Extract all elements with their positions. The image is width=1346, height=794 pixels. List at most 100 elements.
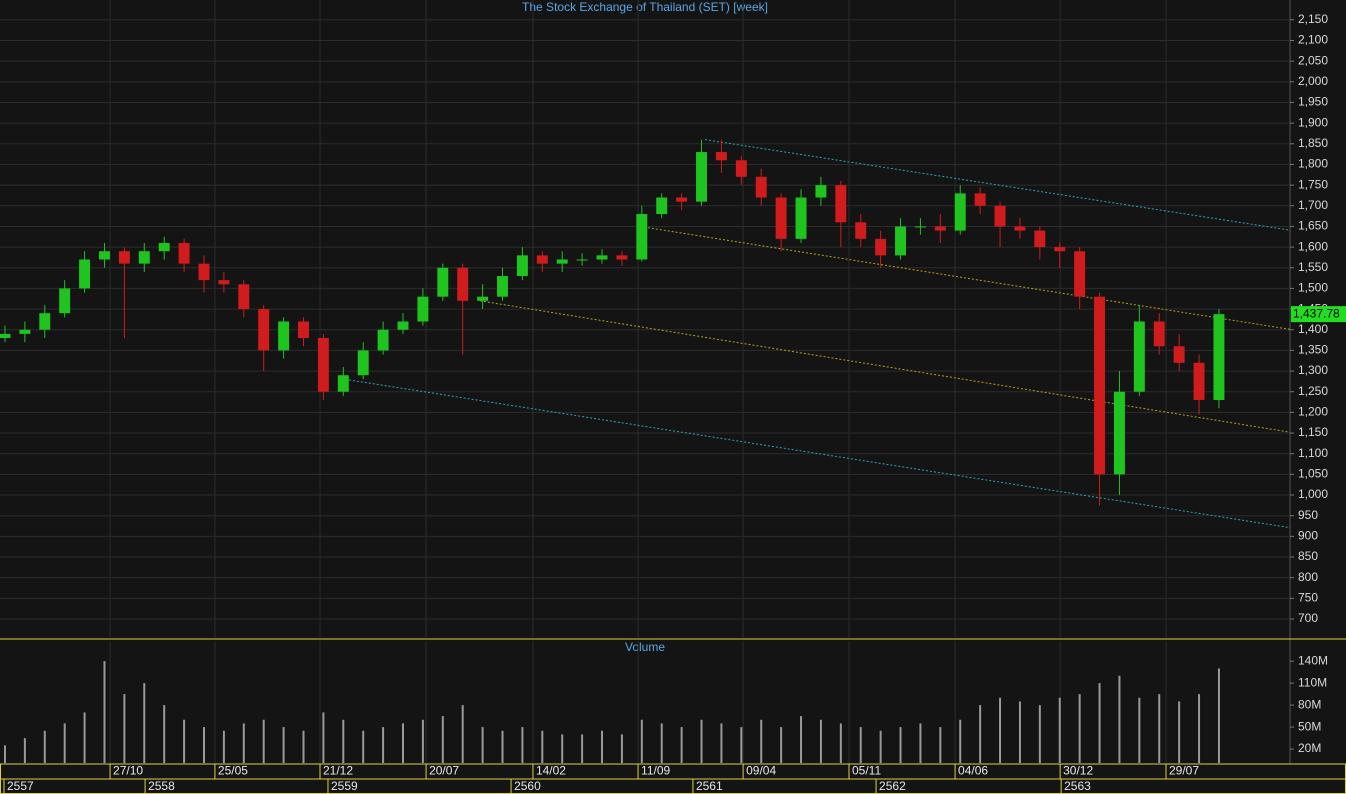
candle-body bbox=[715, 152, 727, 161]
y-tick-label: 1,650 bbox=[1298, 219, 1328, 233]
candle-body bbox=[755, 176, 767, 198]
candle-body bbox=[397, 321, 409, 330]
y-tick-label: 1,600 bbox=[1298, 239, 1328, 253]
y-tick-label: 1,050 bbox=[1298, 467, 1328, 481]
candle-body bbox=[895, 226, 907, 256]
candle-body bbox=[178, 242, 190, 264]
candle-body bbox=[696, 152, 707, 202]
y-tick-label: 1,300 bbox=[1298, 363, 1328, 377]
candle-body bbox=[934, 226, 946, 231]
candle-body bbox=[118, 251, 130, 264]
candle-body bbox=[477, 296, 489, 301]
candle-body bbox=[417, 296, 429, 322]
x-tick-label: 20/07 bbox=[429, 764, 459, 778]
candle-body bbox=[497, 276, 508, 297]
y-tick-label: 2,000 bbox=[1298, 74, 1328, 88]
candle-body bbox=[1133, 321, 1145, 392]
candle-body bbox=[1193, 362, 1205, 400]
candle-body bbox=[317, 338, 329, 392]
y-tick-label: 1,900 bbox=[1298, 115, 1328, 129]
year-label: 2561 bbox=[696, 779, 723, 793]
candle-body bbox=[1034, 230, 1046, 248]
candle-body bbox=[855, 222, 867, 239]
candle-body bbox=[158, 242, 170, 252]
y-tick-label: 1,100 bbox=[1298, 446, 1328, 460]
candle-body bbox=[99, 251, 110, 260]
candle-body bbox=[596, 255, 608, 260]
trendline bbox=[705, 139, 1291, 231]
y-tick-label: 2,100 bbox=[1298, 33, 1328, 47]
candle-body bbox=[576, 259, 588, 261]
candle-body bbox=[994, 205, 1006, 227]
candle-body bbox=[437, 267, 449, 297]
x-tick-label: 29/07 bbox=[1169, 764, 1199, 778]
candle-body bbox=[138, 251, 150, 264]
candle-body bbox=[218, 280, 230, 285]
candle-body bbox=[656, 197, 668, 215]
y-tick-label: 1,700 bbox=[1298, 198, 1328, 212]
candle-body bbox=[1094, 296, 1106, 475]
volume-title: Volume bbox=[625, 640, 665, 654]
y-tick-label: 1,850 bbox=[1298, 136, 1328, 150]
v-tick-label: 20M bbox=[1298, 741, 1321, 755]
candle-body bbox=[0, 333, 11, 339]
y-tick-label: 1,000 bbox=[1298, 487, 1328, 501]
x-tick-label: 30/12 bbox=[1063, 764, 1093, 778]
candle-body bbox=[815, 185, 827, 198]
candle-body bbox=[79, 259, 91, 289]
candle-body bbox=[238, 284, 250, 310]
candle-body bbox=[775, 197, 787, 239]
candle-body bbox=[516, 255, 528, 277]
candle-body bbox=[377, 329, 389, 351]
y-tick-label: 700 bbox=[1298, 611, 1318, 625]
year-label: 2562 bbox=[879, 779, 906, 793]
candle-body bbox=[278, 321, 290, 351]
candle-body bbox=[556, 259, 568, 264]
y-tick-label: 800 bbox=[1298, 570, 1318, 584]
y-tick-label: 1,250 bbox=[1298, 384, 1328, 398]
y-tick-label: 2,150 bbox=[1298, 12, 1328, 26]
v-tick-label: 50M bbox=[1298, 719, 1321, 733]
candle-body bbox=[19, 329, 31, 334]
x-tick-label: 11/09 bbox=[641, 764, 670, 778]
y-tick-label: 950 bbox=[1298, 508, 1318, 522]
year-label: 2559 bbox=[331, 779, 358, 793]
candle-body bbox=[536, 255, 548, 264]
candle-body bbox=[1173, 346, 1185, 363]
candle-body bbox=[875, 238, 887, 256]
x-tick-label: 05/11 bbox=[852, 764, 881, 778]
x-tick-label: 21/12 bbox=[323, 764, 353, 778]
x-tick-label: 09/04 bbox=[746, 764, 776, 778]
y-tick-label: 1,500 bbox=[1298, 281, 1328, 295]
year-label: 2563 bbox=[1064, 779, 1091, 793]
trendline bbox=[479, 300, 1291, 433]
candle-body bbox=[735, 160, 747, 177]
y-tick-label: 1,950 bbox=[1298, 95, 1328, 109]
candle-body bbox=[795, 197, 807, 239]
candle-body bbox=[1213, 314, 1225, 400]
x-tick-label: 27/10 bbox=[113, 764, 143, 778]
trendline bbox=[345, 378, 1291, 529]
candle-body bbox=[914, 226, 926, 228]
candle-body bbox=[835, 185, 847, 223]
year-label: 2560 bbox=[514, 779, 541, 793]
candle-body bbox=[258, 309, 270, 351]
candle-body bbox=[1074, 251, 1086, 297]
candle-body bbox=[198, 263, 210, 281]
x-tick-label: 14/02 bbox=[536, 764, 566, 778]
year-label: 2558 bbox=[148, 779, 175, 793]
y-tick-label: 750 bbox=[1298, 591, 1318, 605]
y-tick-label: 1,200 bbox=[1298, 405, 1328, 419]
candle-body bbox=[39, 313, 51, 330]
candle-body bbox=[1113, 391, 1125, 475]
candle-body bbox=[676, 197, 688, 202]
year-label: 2557 bbox=[7, 779, 34, 793]
chart-title: The Stock Exchange of Thailand (SET) [we… bbox=[522, 0, 768, 14]
y-tick-label: 900 bbox=[1298, 529, 1318, 543]
v-tick-label: 140M bbox=[1298, 653, 1328, 667]
v-tick-label: 80M bbox=[1298, 697, 1321, 711]
trendline bbox=[639, 225, 1291, 330]
candle-body bbox=[1054, 247, 1066, 252]
